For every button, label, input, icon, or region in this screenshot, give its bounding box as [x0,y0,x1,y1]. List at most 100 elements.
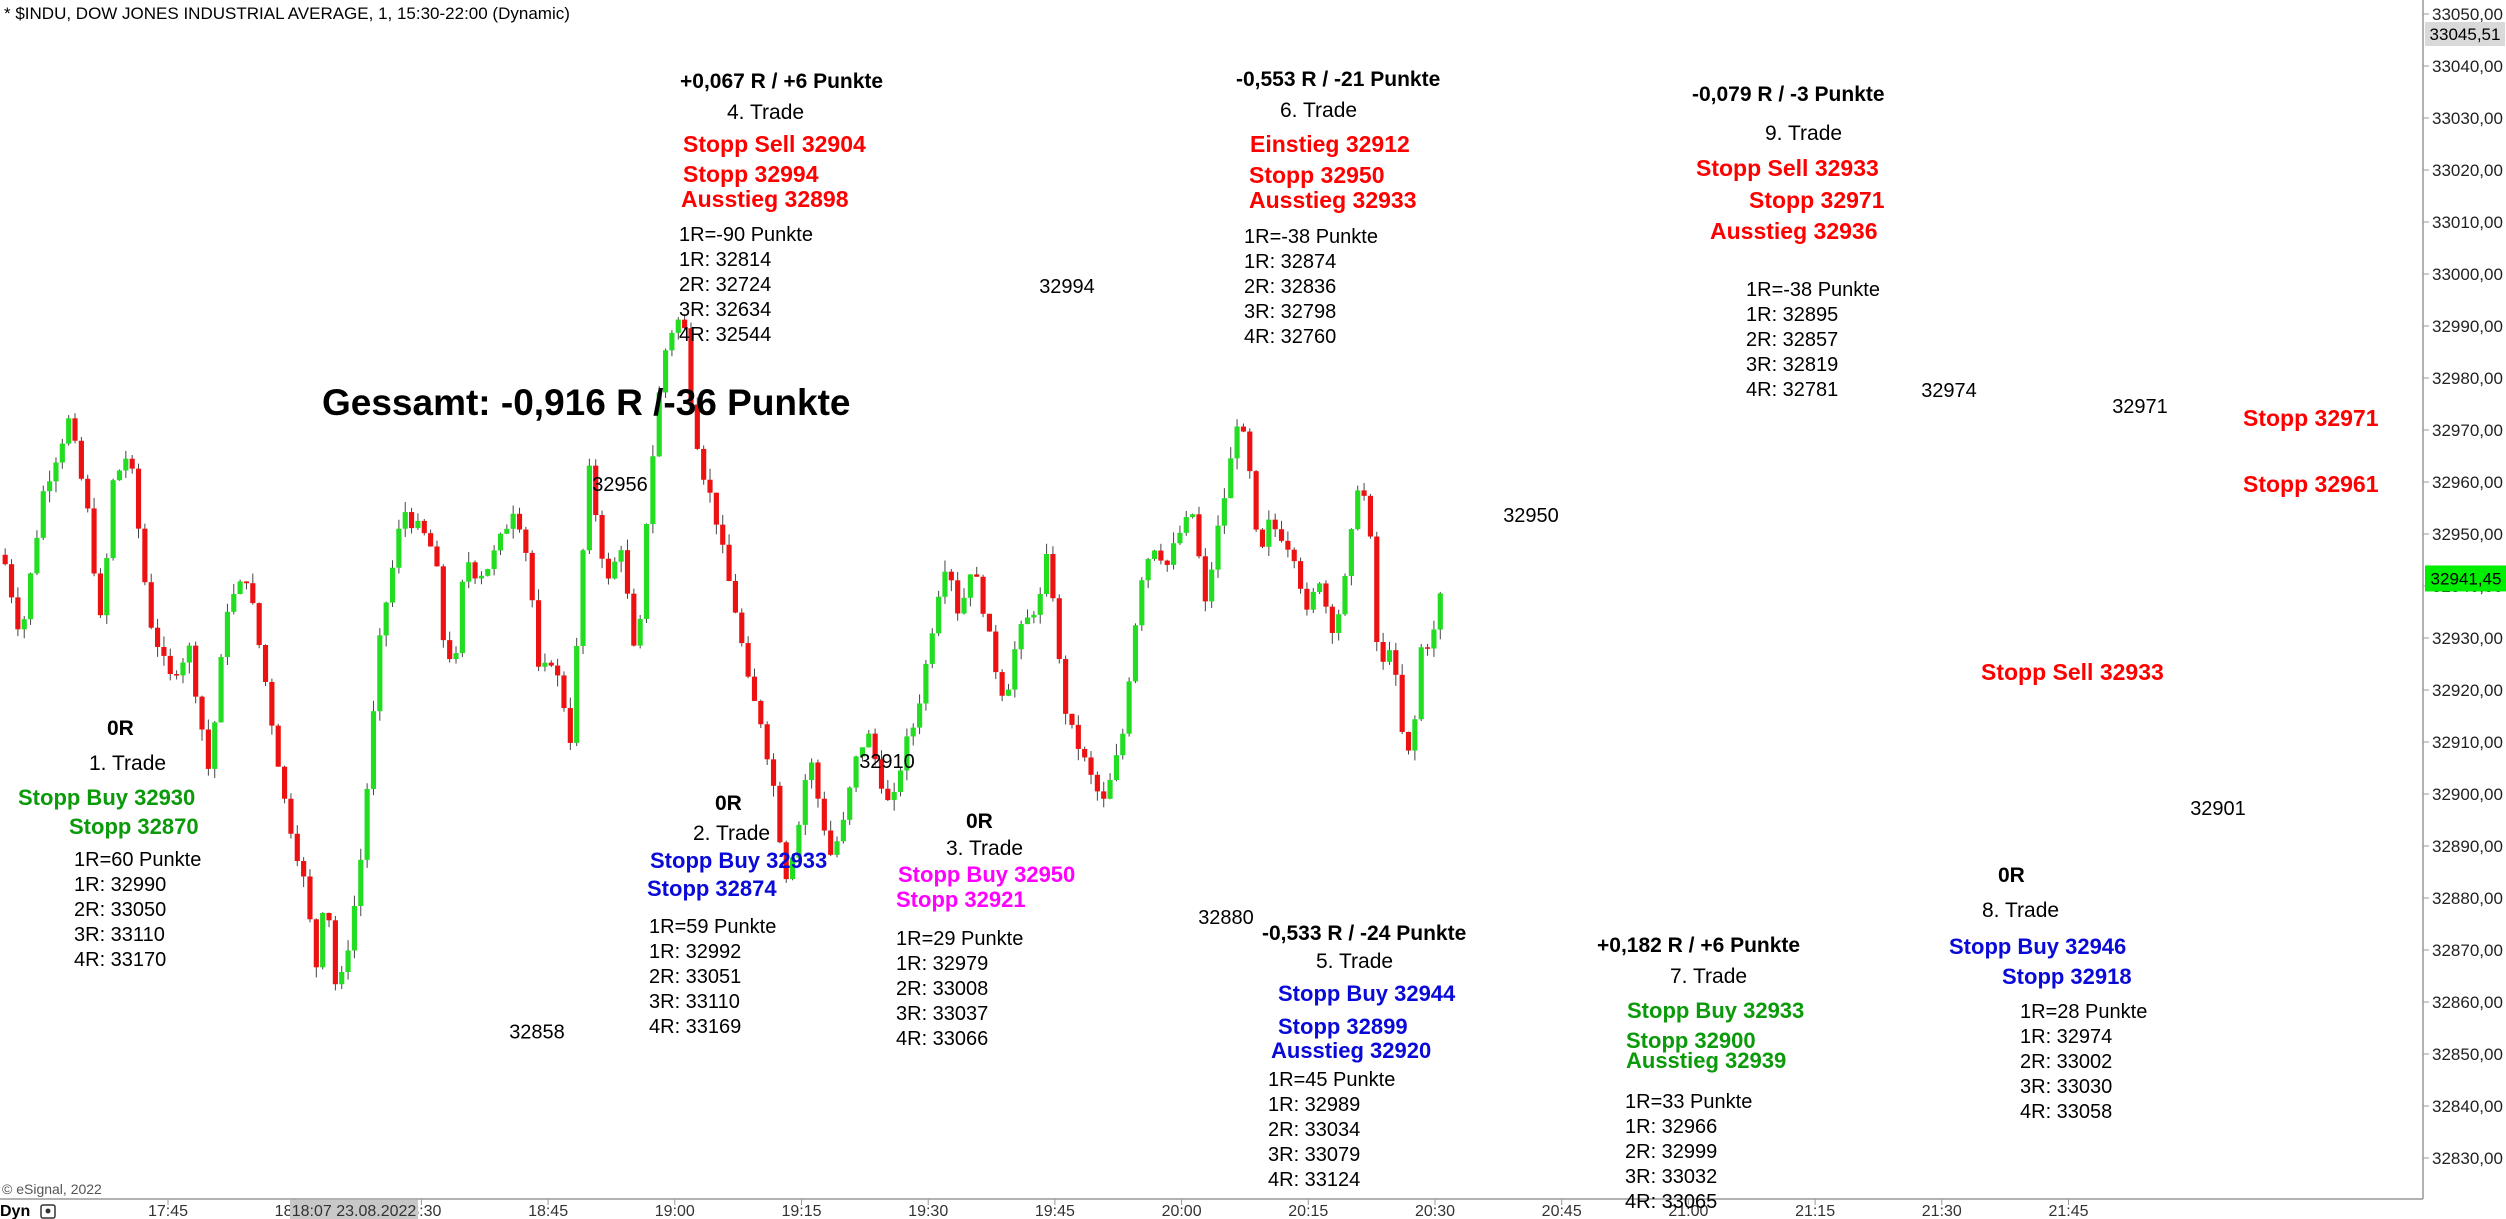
candle-down [129,458,135,469]
pivot-label: 32910 [859,751,915,773]
candle-up [1234,426,1240,459]
candle-up [218,657,224,723]
right-stopp-sell: Stopp Sell 32933 [1981,659,2164,685]
candle-up [364,788,370,860]
candle-down [980,576,986,614]
trade-5-line3: Ausstieg 32920 [1271,1038,1431,1063]
candle-down [1285,540,1291,550]
trade-4-annotation: +0,067 R / +6 Punkte 4. Trade Stopp Sell… [679,70,883,346]
candle-down [1158,550,1164,561]
right-stopp-1: Stopp 32971 [2243,405,2379,431]
candle-up [866,733,872,748]
candle-down [1050,553,1056,599]
candle-up [1437,593,1443,630]
candle-up [1151,550,1158,560]
candle-down [770,759,777,786]
candle-up [1012,649,1018,690]
candle-down [701,448,707,480]
dyn-label: Dyn [0,1203,30,1219]
trade-9-r1: 1R: 32895 [1746,304,1838,326]
candle-up [612,561,618,579]
candle-down [288,798,294,834]
candle-up [1317,583,1323,592]
trade-6-line1: Einstieg 32912 [1250,131,1410,157]
candle-down [193,645,199,697]
candle-up [345,950,351,973]
trade-3-line2: Stopp 32921 [896,887,1026,912]
candle-down [250,583,256,604]
trade-7-line3: Ausstieg 32939 [1626,1048,1786,1073]
trade-7-annotation: +0,182 R / +6 Punkte 7. Trade Stopp Buy … [1597,934,1804,1213]
candle-down [174,674,180,676]
candle-up [1266,519,1272,547]
candle-down [523,529,529,553]
trade-4-r1: 1R: 32814 [679,249,771,271]
trade-8-r4: 4R: 33058 [2020,1101,2112,1123]
lock-icon[interactable] [40,1204,56,1219]
candle-down [1399,674,1405,732]
candle-down [974,574,980,577]
y-tick-label: 32950,00 [2432,525,2503,544]
trade-8-r2: 2R: 33002 [2020,1051,2112,1073]
candle-down [199,696,205,730]
candle-up [904,736,910,771]
candle-up [478,575,484,579]
trade-5-result: -0,533 R / -24 Punkte [1262,922,1466,945]
y-tick-label: 33010,00 [2432,213,2503,232]
candle-down [1380,642,1386,662]
candle-down [555,665,561,676]
y-tick-label: 32990,00 [2432,317,2503,336]
trade-1-r2: 2R: 33050 [74,899,166,921]
candle-down [815,762,821,799]
candle-down [1291,549,1297,562]
candle-up [1228,458,1234,499]
candle-down [275,725,281,767]
cursor-date-label: 18:07 23.08.2022 [292,1203,417,1219]
candle-down [205,729,211,769]
candle-down [142,528,148,583]
pivot-label: 32974 [1921,380,1977,402]
candle-down [1323,583,1329,607]
candle-down [1393,650,1399,675]
trade-2-r2: 2R: 33051 [649,966,741,988]
candle-up [802,780,808,825]
trade-5-r2: 2R: 33034 [1268,1119,1360,1141]
candle-up [663,350,669,393]
y-tick-label: 32850,00 [2432,1045,2503,1064]
candle-down [821,798,827,831]
x-tick-label: 19:45 [1035,1203,1075,1219]
candle-up [637,618,643,646]
trade-7-r3: 3R: 33032 [1625,1166,1717,1188]
candle-up [891,791,897,801]
candle-up [942,571,948,597]
trade-9-annotation: -0,079 R / -3 Punkte 9. Trade Stopp Sell… [1692,83,1885,401]
time-axis[interactable]: 17:4518:1518:3018:4519:0019:1519:3019:45… [0,1198,2423,1219]
candle-up [320,912,326,968]
candle-down [948,571,954,581]
trade-8-result: 0R [1998,864,2025,887]
candle-up [910,727,916,737]
trade-4-line1: Stopp Sell 32904 [683,131,866,157]
candle-up [1431,629,1437,649]
candle-up [237,581,243,595]
candle-down [624,550,631,594]
trade-7-result: +0,182 R / +6 Punkte [1597,934,1800,957]
candle-up [1018,624,1024,650]
candle-down [135,468,142,529]
candle-down [1056,598,1062,660]
trade-6-r1: 1R: 32874 [1244,251,1336,273]
trade-7-r0: 1R=33 Punkte [1625,1091,1752,1113]
candle-up [961,597,967,614]
candle-up [1139,580,1145,626]
y-tick-label: 32970,00 [2432,421,2503,440]
pivot-label: 32950 [1503,505,1559,527]
candle-down [726,544,732,582]
trade-2-line2: Stopp 32874 [647,876,777,901]
trade-6-annotation: -0,553 R / -21 Punkte 6. Trade Einstieg … [1236,68,1440,348]
candle-up [491,550,497,570]
candle-down [313,919,319,968]
candle-up [116,470,123,481]
candle-down [955,580,961,614]
price-axis[interactable]: 33050,00 33040,00 33030,00 33020,00 33010,00… [2422,0,2506,1199]
